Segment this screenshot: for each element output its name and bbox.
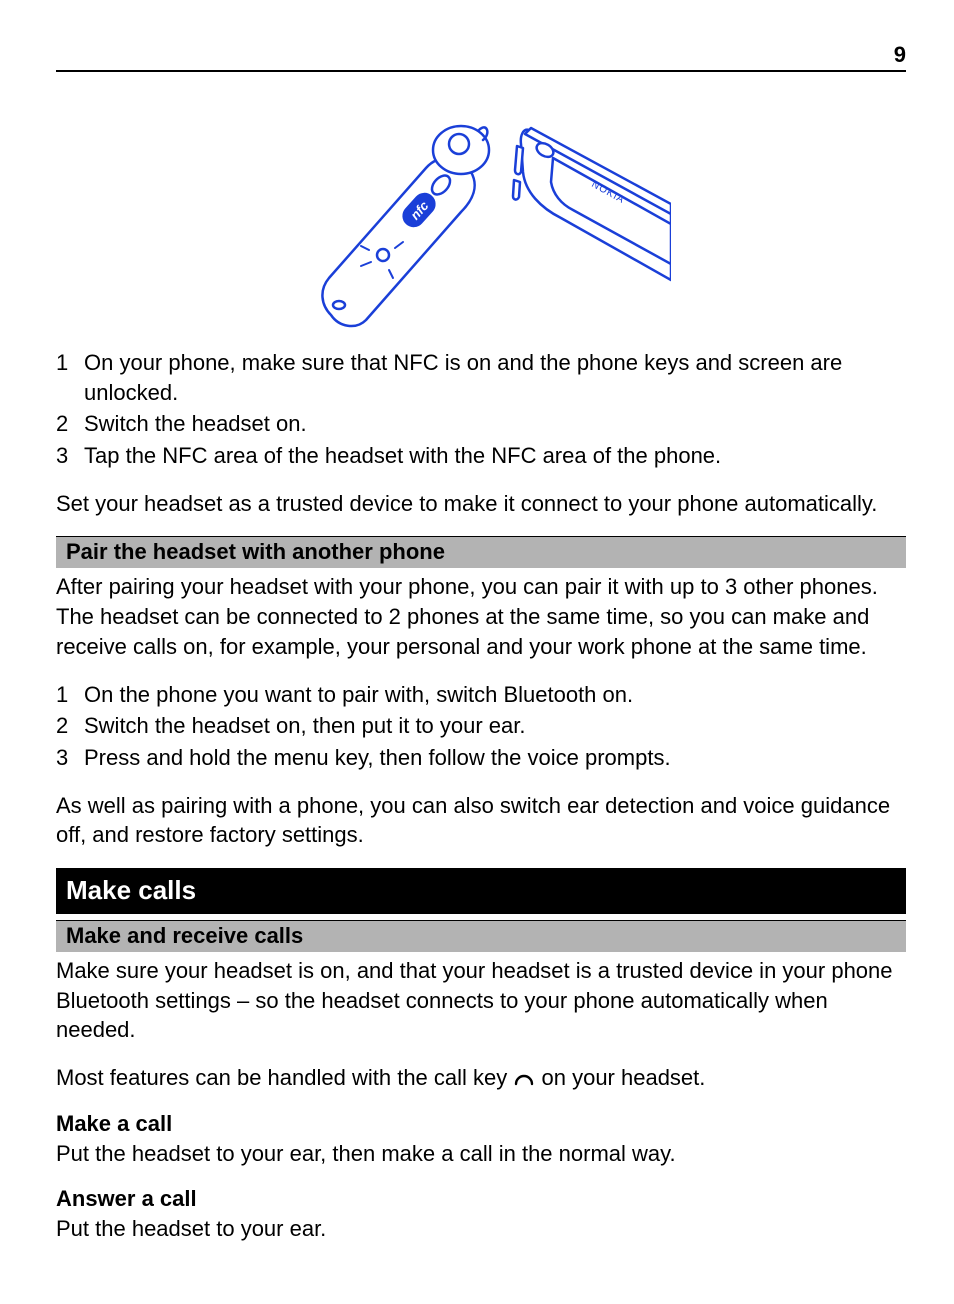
step-text: Tap the NFC area of the headset with the… (84, 441, 906, 471)
paragraph: Put the headset to your ear. (56, 1214, 906, 1244)
manual-page: 9 nfc (0, 0, 954, 1304)
nfc-steps-list: 1 On your phone, make sure that NFC is o… (56, 348, 906, 471)
page-number: 9 (894, 42, 906, 68)
illustration-container: nfc (56, 100, 906, 330)
step-text: Switch the headset on, then put it to yo… (84, 711, 906, 741)
subheading-make-call: Make a call (56, 1111, 906, 1137)
paragraph: After pairing your headset with your pho… (56, 572, 906, 661)
section-heading-pair-another: Pair the headset with another phone (56, 536, 906, 568)
step-number: 3 (56, 441, 84, 471)
nfc-pairing-diagram: nfc (291, 100, 671, 330)
list-item: 2 Switch the headset on. (56, 409, 906, 439)
list-item: 1 On your phone, make sure that NFC is o… (56, 348, 906, 407)
text-fragment: on your headset. (542, 1065, 706, 1090)
list-item: 1 On the phone you want to pair with, sw… (56, 680, 906, 710)
list-item: 3 Tap the NFC area of the headset with t… (56, 441, 906, 471)
pair-steps-list: 1 On the phone you want to pair with, sw… (56, 680, 906, 773)
paragraph: Set your headset as a trusted device to … (56, 489, 906, 519)
step-number: 1 (56, 680, 84, 710)
step-number: 2 (56, 711, 84, 741)
step-text: On your phone, make sure that NFC is on … (84, 348, 906, 407)
subheading-answer-call: Answer a call (56, 1186, 906, 1212)
paragraph: Put the headset to your ear, then make a… (56, 1139, 906, 1169)
call-key-icon (513, 1071, 535, 1087)
list-item: 3 Press and hold the menu key, then foll… (56, 743, 906, 773)
list-item: 2 Switch the headset on, then put it to … (56, 711, 906, 741)
step-number: 2 (56, 409, 84, 439)
paragraph-call-key: Most features can be handled with the ca… (56, 1063, 906, 1093)
section-heading-make-calls: Make calls (56, 868, 906, 914)
section-heading-make-receive: Make and receive calls (56, 920, 906, 952)
paragraph: Make sure your headset is on, and that y… (56, 956, 906, 1045)
step-text: Press and hold the menu key, then follow… (84, 743, 906, 773)
paragraph: As well as pairing with a phone, you can… (56, 791, 906, 850)
step-text: Switch the headset on. (84, 409, 906, 439)
step-number: 1 (56, 348, 84, 407)
page-header: 9 (56, 42, 906, 72)
step-number: 3 (56, 743, 84, 773)
step-text: On the phone you want to pair with, swit… (84, 680, 906, 710)
text-fragment: Most features can be handled with the ca… (56, 1065, 513, 1090)
